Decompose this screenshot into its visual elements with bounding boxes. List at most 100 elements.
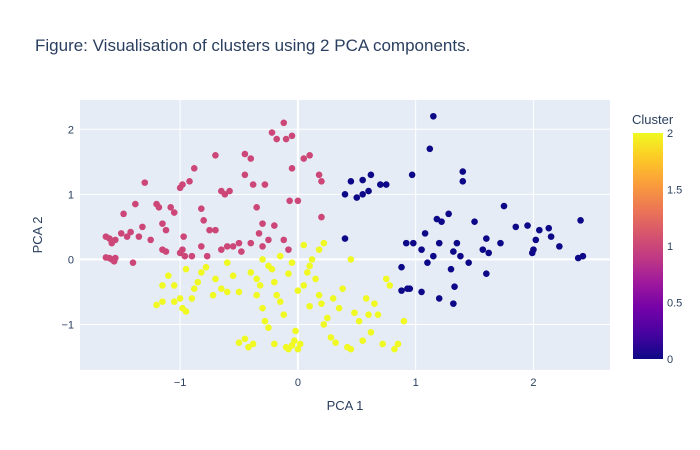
- data-point-cluster-2: [306, 262, 313, 270]
- data-point-cluster-2: [182, 308, 190, 315]
- data-point-cluster-1: [318, 178, 325, 185]
- data-point-cluster-2: [335, 304, 343, 312]
- data-point-cluster-1: [223, 243, 231, 250]
- data-point-cluster-2: [276, 298, 284, 305]
- data-point-cluster-1: [198, 205, 205, 212]
- data-point-cluster-0: [512, 223, 520, 231]
- y-tick-label: −1: [61, 319, 74, 331]
- data-point-cluster-1: [212, 152, 219, 159]
- data-point-cluster-2: [359, 337, 366, 345]
- data-points: [102, 112, 587, 353]
- data-point-cluster-0: [447, 265, 455, 273]
- data-point-cluster-2: [339, 285, 346, 292]
- data-point-cluster-0: [479, 246, 487, 253]
- data-point-cluster-1: [141, 179, 149, 186]
- data-point-cluster-1: [212, 226, 219, 234]
- data-point-cluster-2: [347, 256, 355, 263]
- data-point-cluster-2: [371, 300, 378, 307]
- data-point-cluster-2: [202, 263, 210, 271]
- data-point-cluster-1: [200, 217, 207, 224]
- data-point-cluster-0: [471, 218, 478, 225]
- chart-title: Figure: Visualisation of clusters using …: [35, 36, 470, 55]
- data-point-cluster-0: [528, 249, 536, 257]
- data-point-cluster-0: [430, 252, 437, 260]
- y-axis-title: PCA 2: [30, 217, 45, 254]
- data-point-cluster-1: [181, 252, 189, 260]
- data-point-cluster-1: [229, 243, 237, 250]
- data-point-cluster-1: [280, 236, 288, 244]
- data-point-cluster-0: [359, 191, 366, 198]
- data-point-cluster-0: [418, 246, 425, 253]
- data-point-cluster-0: [556, 243, 563, 250]
- data-point-cluster-2: [351, 309, 358, 317]
- plot-area: [80, 100, 610, 370]
- data-point-cluster-2: [165, 272, 172, 279]
- data-point-cluster-0: [450, 248, 457, 255]
- data-point-cluster-2: [306, 302, 313, 310]
- data-point-cluster-1: [241, 171, 249, 179]
- data-point-cluster-1: [155, 204, 163, 211]
- data-point-cluster-2: [261, 317, 269, 325]
- data-point-cluster-1: [123, 233, 131, 240]
- data-point-cluster-0: [341, 191, 349, 198]
- data-point-cluster-1: [190, 165, 198, 172]
- data-point-cluster-1: [170, 209, 178, 216]
- data-point-cluster-2: [245, 343, 252, 351]
- data-point-cluster-1: [280, 119, 288, 127]
- data-point-cluster-1: [112, 236, 119, 244]
- data-point-cluster-2: [288, 259, 296, 266]
- data-point-cluster-0: [545, 224, 553, 232]
- data-point-cluster-1: [117, 230, 125, 237]
- data-point-cluster-1: [315, 171, 323, 179]
- data-point-cluster-1: [288, 165, 296, 172]
- data-point-cluster-2: [318, 300, 325, 307]
- data-point-cluster-2: [235, 339, 243, 346]
- data-point-cluster-2: [300, 241, 308, 249]
- data-point-cluster-1: [265, 236, 272, 244]
- data-point-cluster-0: [424, 259, 431, 266]
- data-point-cluster-2: [355, 317, 363, 325]
- data-point-cluster-0: [536, 226, 543, 234]
- data-point-cluster-1: [285, 246, 292, 253]
- colorbar-title: Cluster: [632, 112, 674, 127]
- data-point-cluster-1: [112, 254, 119, 262]
- data-point-cluster-2: [294, 345, 302, 353]
- data-point-cluster-2: [296, 340, 304, 348]
- data-point-cluster-2: [291, 337, 298, 345]
- data-point-cluster-2: [382, 275, 390, 283]
- data-point-cluster-2: [315, 246, 323, 253]
- y-tick-label: 2: [68, 124, 74, 136]
- data-point-cluster-0: [359, 176, 366, 184]
- data-point-cluster-1: [147, 236, 154, 244]
- data-point-cluster-2: [347, 345, 355, 353]
- data-point-cluster-2: [379, 340, 386, 348]
- data-point-cluster-2: [209, 291, 217, 299]
- data-point-cluster-2: [159, 282, 166, 289]
- data-point-cluster-2: [312, 275, 319, 283]
- data-point-cluster-0: [435, 295, 443, 302]
- data-point-cluster-2: [400, 317, 408, 325]
- data-point-cluster-0: [377, 181, 384, 188]
- data-point-cluster-0: [500, 202, 508, 210]
- data-point-cluster-2: [212, 275, 219, 283]
- data-point-cluster-0: [532, 236, 540, 244]
- y-tick-label: 1: [68, 189, 74, 201]
- data-point-cluster-2: [241, 335, 249, 343]
- x-tick-label: 1: [413, 377, 419, 389]
- data-point-cluster-1: [249, 181, 257, 188]
- data-point-cluster-2: [332, 339, 339, 346]
- data-point-cluster-1: [273, 135, 280, 143]
- data-point-cluster-2: [271, 340, 278, 348]
- data-point-cluster-0: [450, 300, 457, 307]
- data-point-cluster-0: [433, 215, 441, 223]
- data-point-cluster-1: [162, 248, 170, 255]
- data-point-cluster-0: [459, 168, 467, 175]
- data-point-cluster-0: [485, 249, 492, 257]
- data-point-cluster-2: [273, 291, 280, 299]
- data-point-cluster-2: [259, 256, 266, 263]
- data-point-cluster-0: [426, 145, 434, 153]
- data-point-cluster-0: [347, 178, 355, 185]
- data-point-cluster-0: [418, 288, 425, 296]
- data-point-cluster-2: [276, 252, 284, 260]
- data-point-cluster-2: [194, 278, 202, 286]
